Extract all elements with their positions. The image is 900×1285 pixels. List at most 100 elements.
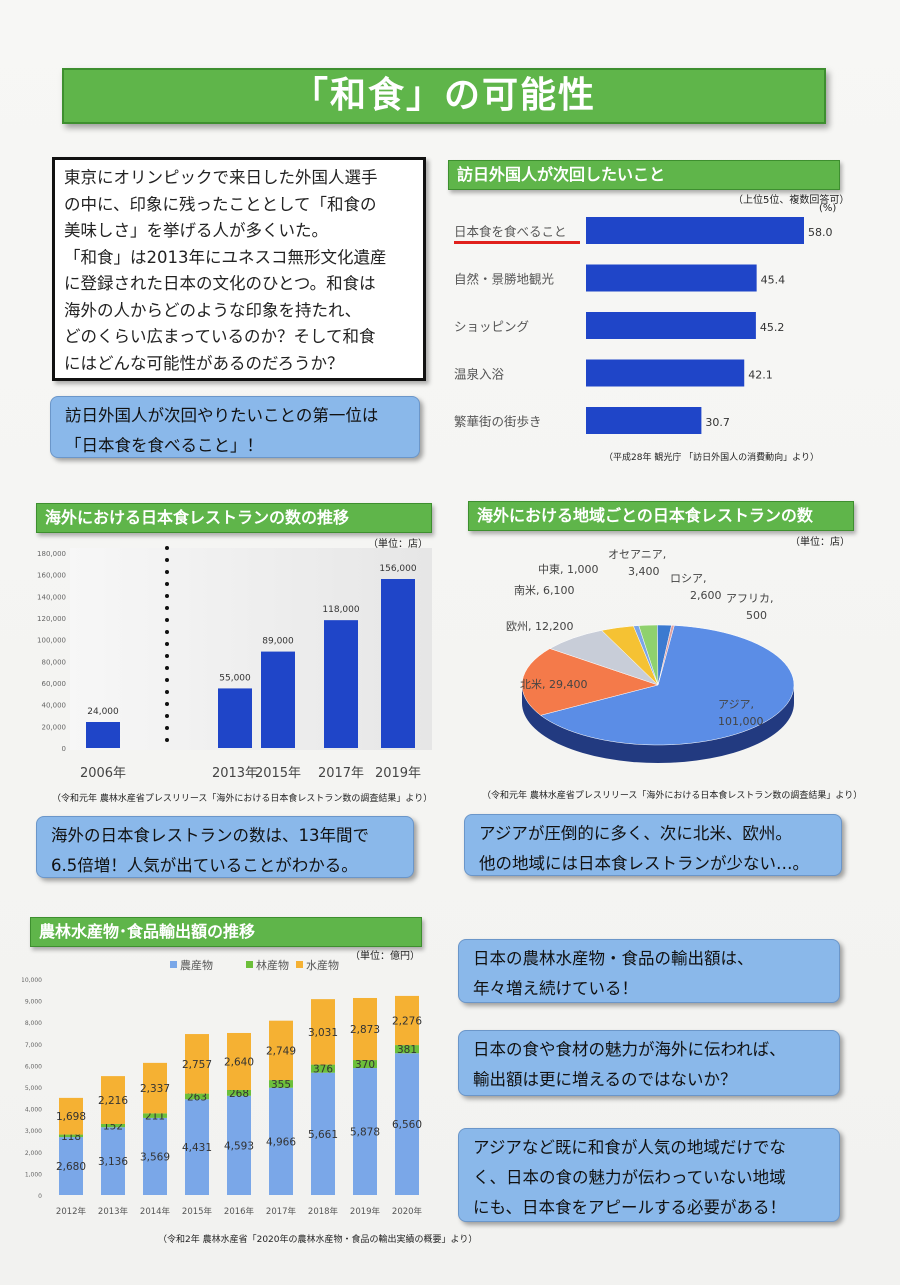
break-dot: [165, 546, 169, 550]
bar: [586, 359, 745, 387]
legend-label: 水産物: [306, 958, 339, 972]
stacked-value-label: 2,337: [140, 1083, 170, 1095]
y-tick-label: 160,000: [37, 572, 66, 580]
pie-slice: [540, 625, 795, 746]
heading-revisit-wishes: 訪日外国人が次回したいこと: [448, 160, 840, 190]
chart-restaurant-regions: アジア, 101,000 北米, 29,400 欧州, 12,200 南米, 6,100…: [506, 548, 795, 763]
legend-label: 農産物: [180, 958, 213, 972]
intro-line: にはどんな可能性があるのだろうか？: [64, 353, 344, 373]
stacked-bar-segment: [185, 1093, 209, 1100]
intro-text-box: 東京にオリンピックで来日した外国人選手 の中に、印象に残ったこととして「和食の …: [52, 157, 426, 381]
stacked-value-label: 3,569: [140, 1151, 170, 1163]
stacked-bar-segment: [101, 1123, 125, 1128]
bar: [586, 217, 804, 244]
stacked-bar-segment: [395, 995, 419, 1046]
bar-category-label: 日本食を食べること: [454, 224, 567, 239]
break-dot: [165, 726, 169, 730]
stacked-value-label: 4,431: [182, 1142, 212, 1154]
callout-bubble-1: 訪日外国人が次回やりたいことの第一位は 「日本食を食べること」！: [50, 396, 420, 458]
bar: [86, 722, 120, 748]
x-category-label: 2020年: [392, 1206, 423, 1217]
pie-label: ロシア,: [670, 572, 707, 585]
legend-swatch: [246, 961, 253, 968]
y-tick-label: 4,000: [25, 1107, 42, 1114]
break-dot: [165, 618, 169, 622]
chart1-unit-note: （上位5位、複数回答可）: [733, 195, 850, 206]
stacked-bar-segment: [311, 1072, 335, 1195]
bar-value-label: 24,000: [87, 707, 119, 717]
stacked-value-label: 376: [313, 1064, 333, 1076]
bar: [381, 579, 415, 748]
stacked-value-label: 1,698: [56, 1111, 86, 1123]
intro-line: 東京にオリンピックで来日した外国人選手: [64, 168, 378, 187]
bar: [218, 688, 252, 748]
stacked-value-label: 5,661: [308, 1129, 338, 1141]
pie-label: アジア,: [718, 698, 754, 711]
bar: [586, 264, 757, 292]
heading-restaurant-regions: 海外における地域ごとの日本食レストランの数: [468, 501, 854, 531]
y-tick-label: 8,000: [25, 1020, 42, 1027]
stacked-bar-segment: [395, 1053, 419, 1195]
break-dot: [165, 690, 169, 694]
y-tick-label: 1,000: [25, 1171, 42, 1178]
break-dot: [165, 642, 169, 646]
stacked-bar-segment: [143, 1117, 167, 1195]
stacked-value-label: 2,216: [98, 1095, 128, 1107]
bar-value-label: 45.2: [760, 321, 785, 334]
break-dot: [165, 678, 169, 682]
y-tick-label: 0: [62, 745, 66, 753]
stacked-bar-segment: [311, 1064, 335, 1073]
heading-restaurant-trend: 海外における日本食レストランの数の推移: [36, 503, 432, 533]
stacked-bar-segment: [59, 1134, 83, 1138]
intro-line: の中に、印象に残ったこととして「和食の: [64, 194, 377, 214]
y-tick-label: 40,000: [42, 702, 67, 710]
stacked-value-label: 4,966: [266, 1136, 296, 1148]
page-title: 「和食」の可能性: [62, 68, 826, 124]
bar-value-label: 30.7: [705, 416, 730, 429]
pie-slice: [657, 625, 675, 686]
chart2-source-note: （令和元年 農林水産省プレスリリース「海外における日本食レストラン数の調査結果」…: [52, 794, 433, 804]
pie-label: オセアニア,: [608, 548, 666, 561]
chart-revisit-wishes: 日本食を食べること 58.0 自然・景勝地観光 45.4 ショッピング 45.2 温泉入浴 4…: [454, 217, 833, 434]
stacked-value-label: 4,593: [224, 1140, 254, 1152]
y-tick-label: 120,000: [37, 615, 66, 623]
stacked-value-label: 370: [355, 1059, 375, 1071]
stacked-bar-segment: [227, 1032, 251, 1091]
y-tick-label: 180,000: [37, 550, 66, 558]
bar: [586, 312, 756, 339]
y-tick-label: 100,000: [37, 637, 66, 645]
y-tick-label: 140,000: [37, 593, 66, 601]
break-dot: [165, 582, 169, 586]
stacked-bar-segment: [185, 1099, 209, 1195]
x-category-label: 2016年: [224, 1206, 255, 1217]
bar-value-label: 58.0: [808, 226, 833, 239]
stacked-bar-segment: [353, 1068, 377, 1195]
bar-value-label: 156,000: [379, 564, 416, 574]
chart-restaurant-trend: 0 20,000 40,000 60,000 80,000 100,000 120,000 1…: [37, 546, 421, 781]
pie-label: 中東, 1,000: [538, 563, 598, 576]
x-category-label: 2019年: [350, 1206, 381, 1217]
pie-label: 南米, 6,100: [514, 584, 574, 597]
chart4-source-note: （令和2年 農林水産省「2020年の農林水産物・食品の輸出実績の概要」より）: [158, 1235, 478, 1245]
pie-label-value: 101,000: [718, 715, 764, 728]
x-category-label: 2012年: [56, 1206, 87, 1217]
legend-swatch: [296, 961, 303, 968]
break-dot: [165, 570, 169, 574]
y-tick-label: 0: [38, 1193, 42, 1200]
y-tick-label: 5,000: [25, 1085, 42, 1092]
intro-line: 海外の人からどのような印象を持たれ、: [64, 300, 362, 320]
chart-export-trend: 農産物 林産物 水産物 0 1,000 2,000 3,000 4,000 5,000 6,000…: [22, 958, 423, 1217]
bar-category-label: ショッピング: [454, 319, 529, 334]
stacked-bar-segment: [353, 1060, 377, 1069]
stacked-bar-segment: [59, 1137, 83, 1195]
stacked-bar-segment: [143, 1062, 167, 1114]
break-dot: [165, 702, 169, 706]
stacked-value-label: 268: [229, 1088, 249, 1100]
x-category-label: 2018年: [308, 1206, 339, 1217]
stacked-bar-segment: [185, 1034, 209, 1094]
stacked-value-label: 211: [145, 1111, 165, 1123]
heading-export-trend: 農林水産物･食品輸出額の推移: [30, 917, 422, 947]
x-category-label: 2017年: [266, 1206, 297, 1217]
stacked-bar-segment: [59, 1097, 83, 1135]
x-category-label: 2015年: [182, 1206, 213, 1217]
